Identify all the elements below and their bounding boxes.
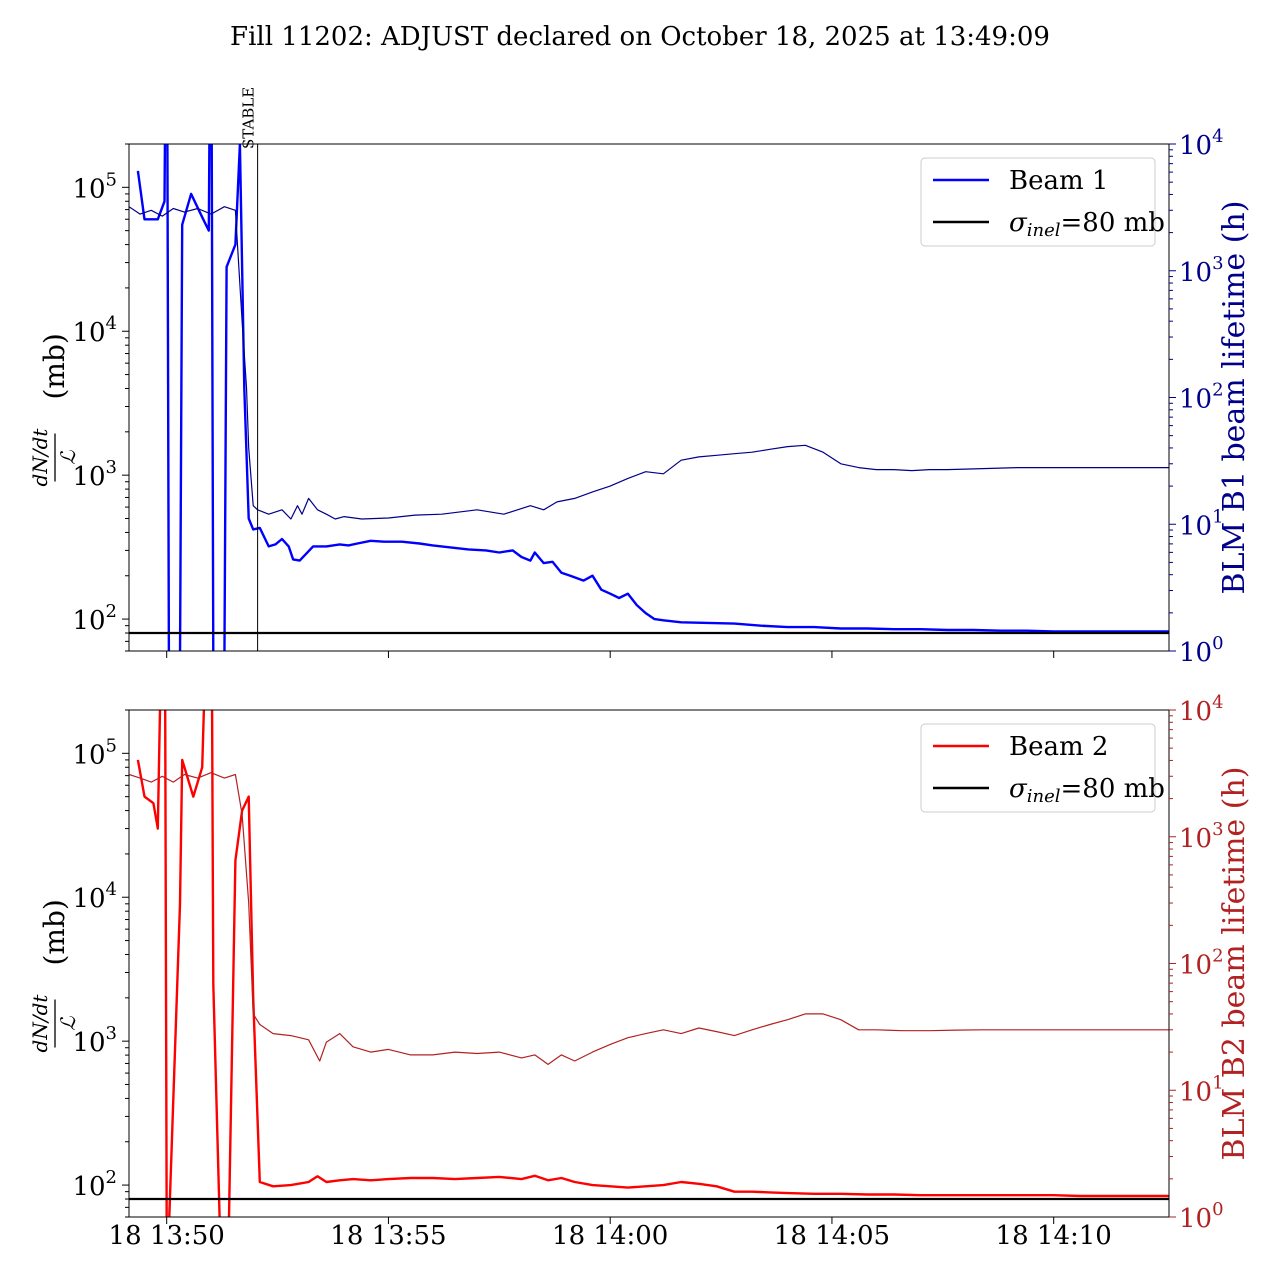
- legend-entry-label: σinel=80 mb: [1009, 208, 1165, 241]
- y-tick-label: 105: [72, 169, 117, 204]
- y2-tick-label: 100: [1179, 633, 1224, 668]
- y-tick-label: 104: [72, 879, 117, 914]
- series-line-beam-1-blm-lifetime: [129, 206, 1169, 520]
- legend-entry-label: σinel=80 mb: [1009, 774, 1165, 807]
- y2-tick-label: 103: [1179, 819, 1224, 854]
- y-axis-label: dN/dt ℒ (mb): [28, 333, 80, 486]
- x-tick-label: 18 14:05: [774, 1221, 890, 1251]
- series-line-beam-2-blm-lifetime: [129, 772, 1169, 1066]
- y-tick-label: 103: [72, 457, 117, 492]
- y2-tick-label: 103: [1179, 253, 1224, 288]
- y-label-numerator: dN/dt: [28, 994, 52, 1053]
- y-tick-label: 102: [72, 1167, 117, 1202]
- y-label-denominator: ℒ: [56, 450, 80, 465]
- panel-top: STABLE 102 103 104 105 100 101 102 103 104 dN/dt ℒ (…: [28, 87, 1252, 668]
- legend-entry-label: Beam 2: [1009, 732, 1108, 762]
- y-axis-label: dN/dt ℒ (mb): [28, 899, 80, 1052]
- y2-tick-label: 100: [1179, 1199, 1224, 1234]
- y-tick-label: 105: [72, 735, 117, 770]
- y-label-unit: (mb): [38, 333, 71, 399]
- y-label-numerator: dN/dt: [28, 428, 52, 487]
- y2-axis-label: BLM B2 beam lifetime (h): [1217, 767, 1252, 1161]
- y-tick-label: 102: [72, 601, 117, 636]
- legend: Beam 2 σinel=80 mb: [920, 723, 1165, 813]
- y2-tick-label: 101: [1179, 1072, 1224, 1107]
- panel-bottom: 18 13:50 18 13:55 18 14:00 18 14:05 18 14:10…: [28, 692, 1252, 1251]
- y2-tick-label: 104: [1179, 126, 1224, 161]
- plot-area: [129, 144, 1169, 651]
- legend: Beam 1 σinel=80 mb: [920, 157, 1165, 247]
- y2-tick-label: 102: [1179, 380, 1224, 415]
- y2-tick-label: 104: [1179, 692, 1224, 727]
- y-label-unit: (mb): [38, 899, 71, 965]
- stable-marker-label: STABLE: [240, 87, 258, 149]
- x-tick-label: 18 13:50: [109, 1221, 225, 1251]
- series-line-beam-1: [136, 144, 1169, 651]
- y-label-denominator: ℒ: [56, 1016, 80, 1031]
- x-tick-label: 18 14:10: [996, 1221, 1112, 1251]
- figure-title: Fill 11202: ADJUST declared on October 1…: [230, 22, 1050, 52]
- y-tick-label: 104: [72, 313, 117, 348]
- legend-entry-label: Beam 1: [1009, 166, 1108, 196]
- y2-tick-label: 101: [1179, 506, 1224, 541]
- series-line-beam-2: [136, 710, 1169, 1217]
- y2-tick-label: 102: [1179, 946, 1224, 981]
- x-tick-label: 18 13:55: [330, 1221, 446, 1251]
- y-tick-label: 103: [72, 1023, 117, 1058]
- x-tick-label: 18 14:00: [552, 1221, 668, 1251]
- plot-area: [129, 710, 1169, 1217]
- y2-axis-label: BLM B1 beam lifetime (h): [1217, 201, 1252, 595]
